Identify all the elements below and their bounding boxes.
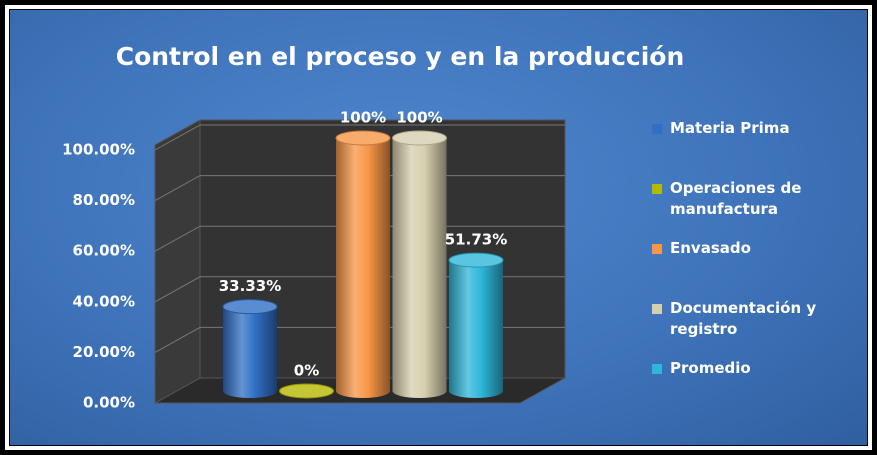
data-label: 33.33% (219, 277, 281, 295)
bar-top (279, 383, 334, 399)
legend-label: Documentación y registro (670, 299, 817, 338)
bar-top (335, 130, 391, 146)
bar (449, 260, 503, 398)
bar (392, 138, 447, 399)
data-label: 51.73% (445, 231, 507, 249)
y-tick-label: 40.00% (73, 292, 135, 310)
y-tick-label: 100.00% (62, 141, 135, 159)
y-tick-label: 80.00% (73, 191, 135, 209)
legend-label: Promedio (670, 359, 751, 377)
data-label: 100% (396, 109, 442, 127)
bar (223, 306, 277, 398)
legend-label: Envasado (670, 239, 751, 257)
y-tick-label: 60.00% (73, 242, 135, 260)
legend-label: Operaciones de manufactura (670, 179, 802, 218)
grid-line (154, 124, 565, 151)
y-tick-label: 0.00% (83, 394, 135, 412)
legend-swatch (652, 244, 662, 254)
chart-title: Control en el proceso y en la producción (116, 42, 685, 71)
bar-top (448, 252, 504, 268)
legend-swatch (652, 124, 662, 134)
legend-entry: Promedio (650, 358, 850, 379)
legend-entry: Envasado (650, 238, 850, 259)
bar-top (222, 299, 278, 315)
bar-top (392, 130, 447, 146)
legend-entry: Operaciones de manufactura (650, 178, 850, 220)
data-label: 0% (294, 362, 319, 380)
legend-label: Materia Prima (670, 119, 790, 137)
legend-entry: Materia Prima (650, 118, 850, 139)
legend-swatch (652, 364, 662, 374)
bar (336, 138, 390, 398)
data-label: 100% (340, 109, 386, 127)
legend-entry: Documentación y registro (650, 298, 850, 340)
side-wall (154, 119, 201, 404)
y-tick-label: 20.00% (73, 343, 135, 361)
legend-swatch (652, 304, 662, 314)
legend-swatch (652, 184, 662, 194)
